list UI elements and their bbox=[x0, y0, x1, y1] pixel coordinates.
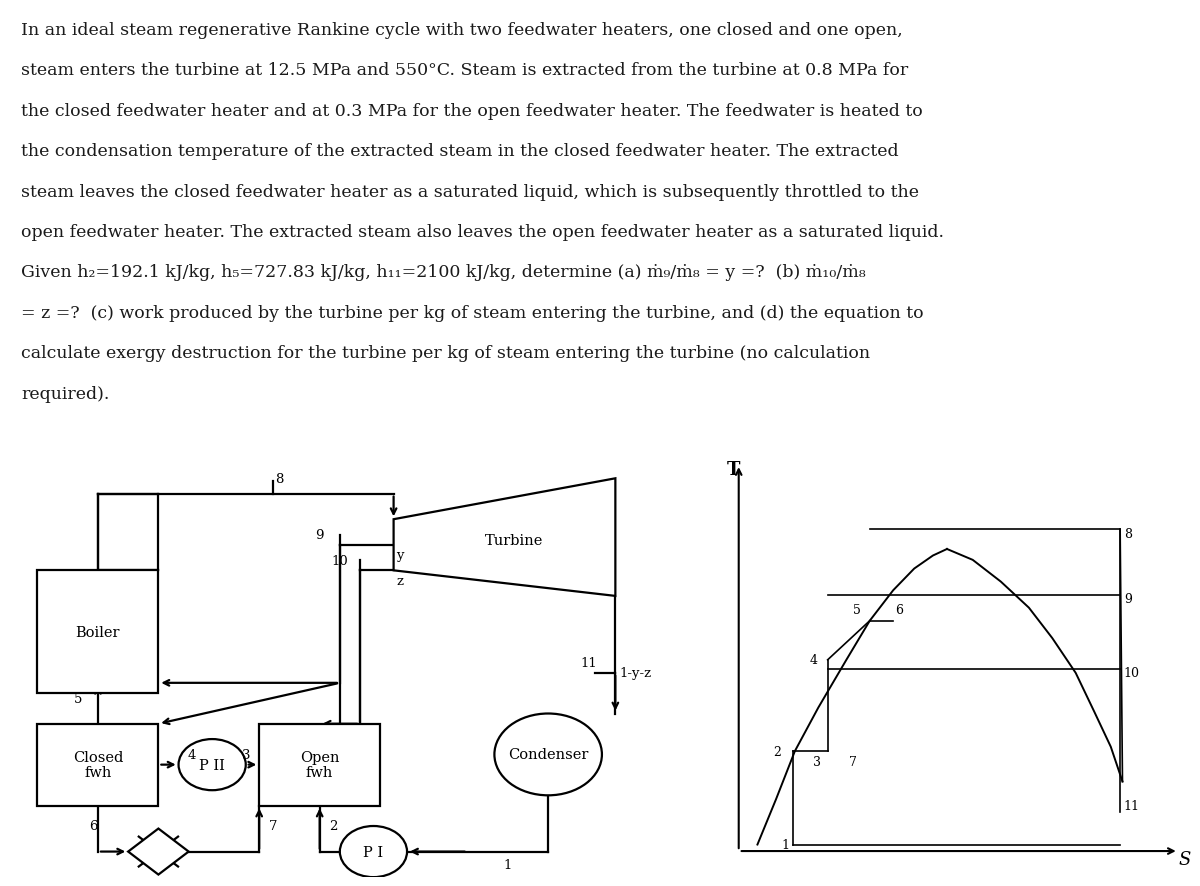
Text: 6: 6 bbox=[90, 820, 98, 833]
Text: Closed: Closed bbox=[73, 750, 124, 764]
Text: 4: 4 bbox=[188, 748, 196, 761]
Text: 5: 5 bbox=[852, 603, 860, 617]
Text: fwh: fwh bbox=[84, 766, 112, 780]
Text: 5: 5 bbox=[73, 692, 82, 705]
Text: 4: 4 bbox=[809, 654, 817, 666]
Bar bbox=[37, 571, 158, 693]
Text: Condenser: Condenser bbox=[508, 748, 588, 762]
Text: the closed feedwater heater and at 0.3 MPa for the open feedwater heater. The fe: the closed feedwater heater and at 0.3 M… bbox=[22, 103, 923, 120]
Text: In an ideal steam regenerative Rankine cycle with two feedwater heaters, one clo: In an ideal steam regenerative Rankine c… bbox=[22, 22, 904, 39]
Polygon shape bbox=[128, 828, 188, 874]
Bar bbox=[259, 724, 380, 805]
Text: P II: P II bbox=[199, 758, 226, 772]
Text: 2: 2 bbox=[329, 820, 337, 833]
Text: open feedwater heater. The extracted steam also leaves the open feedwater heater: open feedwater heater. The extracted ste… bbox=[22, 224, 944, 241]
Text: 7: 7 bbox=[848, 756, 857, 768]
Text: y: y bbox=[396, 548, 404, 562]
Text: required).: required). bbox=[22, 385, 109, 402]
Text: 7: 7 bbox=[269, 820, 277, 833]
Circle shape bbox=[340, 826, 407, 877]
Text: 11: 11 bbox=[580, 657, 596, 669]
Text: steam enters the turbine at 12.5 MPa and 550°C. Steam is extracted from the turb: steam enters the turbine at 12.5 MPa and… bbox=[22, 62, 908, 79]
Text: S: S bbox=[1178, 851, 1192, 868]
Text: = z =?  (c) work produced by the turbine per kg of steam entering the turbine, a: = z =? (c) work produced by the turbine … bbox=[22, 305, 924, 322]
Text: fwh: fwh bbox=[306, 766, 334, 780]
Circle shape bbox=[494, 714, 602, 796]
Text: 9: 9 bbox=[316, 528, 324, 541]
Text: 10: 10 bbox=[1124, 666, 1140, 680]
Bar bbox=[37, 724, 158, 805]
Polygon shape bbox=[394, 478, 616, 596]
Text: 3: 3 bbox=[241, 748, 250, 761]
Text: 2: 2 bbox=[773, 745, 781, 758]
Text: 1: 1 bbox=[781, 838, 790, 851]
Text: 11: 11 bbox=[1124, 799, 1140, 812]
Text: Open: Open bbox=[300, 750, 340, 764]
Text: Turbine: Turbine bbox=[485, 533, 544, 547]
Text: 10: 10 bbox=[331, 554, 348, 567]
Text: 9: 9 bbox=[1124, 593, 1132, 606]
Circle shape bbox=[179, 739, 246, 790]
Text: Given h₂=192.1 kJ/kg, h₅=727.83 kJ/kg, h₁₁=2100 kJ/kg, determine (a) ṁ₉/ṁ₈ = y =: Given h₂=192.1 kJ/kg, h₅=727.83 kJ/kg, h… bbox=[22, 264, 866, 281]
Text: P I: P I bbox=[364, 844, 384, 859]
Text: z: z bbox=[397, 574, 404, 587]
Text: 8: 8 bbox=[275, 472, 283, 486]
Text: 8: 8 bbox=[1124, 528, 1132, 540]
Text: 1: 1 bbox=[504, 858, 512, 871]
Text: calculate exergy destruction for the turbine per kg of steam entering the turbin: calculate exergy destruction for the tur… bbox=[22, 345, 870, 361]
Text: T: T bbox=[727, 461, 740, 478]
Text: the condensation temperature of the extracted steam in the closed feedwater heat: the condensation temperature of the extr… bbox=[22, 143, 899, 160]
Text: 6: 6 bbox=[895, 603, 904, 617]
Text: steam leaves the closed feedwater heater as a saturated liquid, which is subsequ: steam leaves the closed feedwater heater… bbox=[22, 183, 919, 200]
Text: 3: 3 bbox=[812, 756, 821, 768]
Text: 1-y-z: 1-y-z bbox=[619, 666, 652, 680]
Text: Boiler: Boiler bbox=[76, 625, 120, 639]
